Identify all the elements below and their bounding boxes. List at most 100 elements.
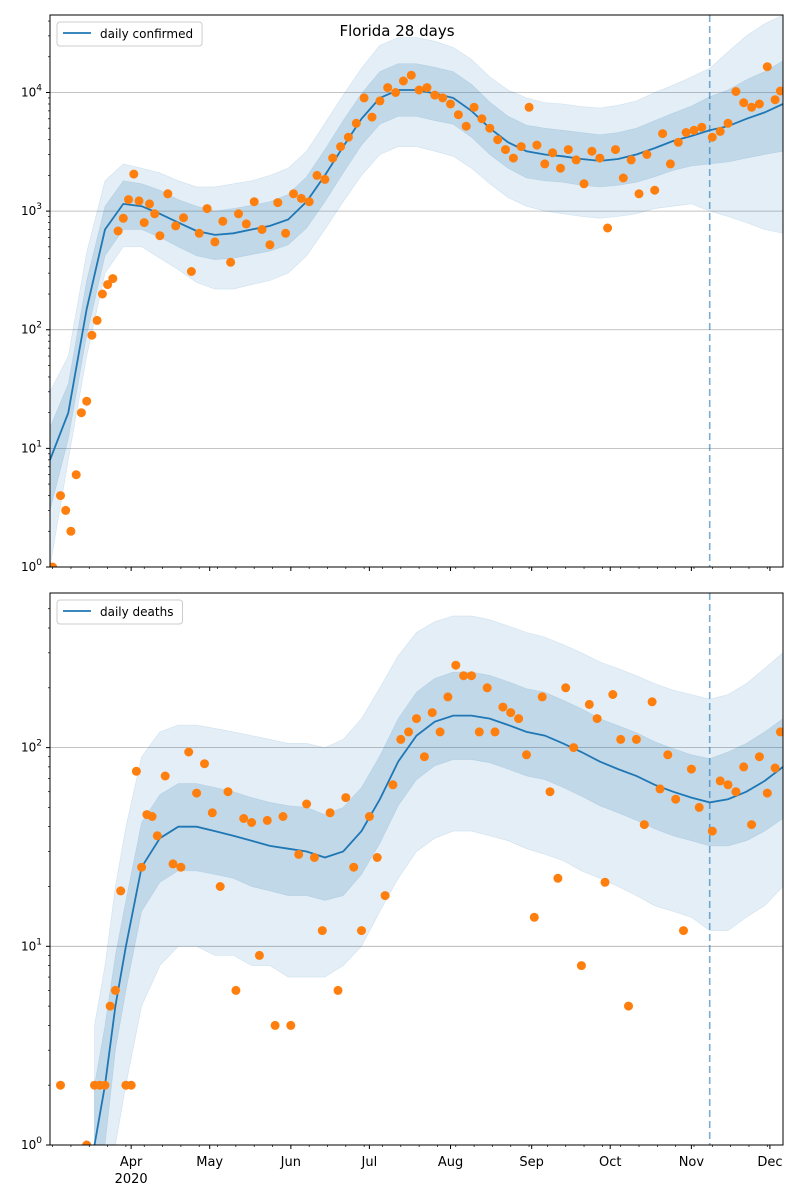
data-point (265, 240, 275, 250)
data-point (762, 788, 772, 798)
data-point (176, 862, 186, 872)
axes-frame (49, 14, 784, 568)
data-point (375, 96, 385, 106)
data-point (663, 750, 673, 760)
data-point (731, 787, 741, 797)
data-point (618, 173, 628, 183)
data-point (223, 787, 233, 797)
data-point (118, 213, 128, 223)
data-point (278, 812, 288, 821)
data-point (396, 734, 406, 744)
data-point (147, 812, 157, 821)
data-point (482, 683, 492, 693)
data-point (131, 766, 141, 776)
data-point (76, 408, 86, 418)
data-point (459, 671, 469, 681)
data-point (600, 877, 610, 887)
axes: 100 101 102 103 104 (21, 14, 784, 574)
data-point (100, 1080, 110, 1090)
data-point (553, 873, 563, 883)
data-point (522, 750, 531, 760)
data-point (320, 174, 330, 184)
data-point (103, 280, 113, 290)
x-tick-label: Aug (438, 1155, 463, 1170)
data-point (723, 780, 733, 790)
data-point (184, 747, 194, 757)
data-point (105, 1001, 115, 1011)
data-point (171, 221, 181, 231)
data-point (642, 150, 652, 159)
data-point (155, 231, 165, 241)
data-point (563, 145, 573, 155)
deaths-panel: 100 101 102 Apr 2020 May Jun Jul Aug Sep Oct Nov Dec… (21, 592, 784, 1187)
legend-box (56, 21, 203, 47)
data-point (333, 985, 343, 995)
data-point (561, 683, 571, 693)
y-tick-label: 101 (21, 439, 42, 455)
data-point (571, 155, 581, 165)
data-point (56, 1080, 65, 1090)
x-tick-label: Oct (599, 1155, 621, 1170)
data-point (516, 142, 526, 152)
data-point (681, 128, 691, 137)
data-point (770, 95, 780, 105)
data-point (689, 125, 699, 135)
data-point (304, 197, 314, 207)
data-point (192, 788, 202, 798)
data-point (281, 228, 291, 238)
data-point (548, 148, 558, 158)
data-point (254, 950, 264, 960)
data-point (576, 961, 586, 971)
data-point (608, 690, 618, 699)
data-point (325, 808, 335, 818)
data-point (498, 702, 508, 712)
outer-band (50, 15, 783, 567)
data-point (145, 199, 154, 209)
x-tick-label: Apr (120, 1155, 143, 1170)
data-point (451, 660, 461, 670)
data-point (422, 83, 432, 93)
data-point (624, 1001, 633, 1011)
data-point (775, 86, 783, 96)
data-point (631, 734, 641, 744)
data-point (257, 225, 267, 234)
data-point (383, 83, 393, 93)
data-point (490, 727, 500, 737)
data-point (328, 153, 338, 163)
data-point (412, 714, 421, 724)
data-point (501, 145, 510, 155)
axes-frame (49, 592, 784, 1146)
data-point (414, 85, 424, 95)
data-point (129, 169, 139, 179)
data-point (694, 802, 704, 812)
data-point (207, 808, 217, 818)
uncertainty-bands (50, 15, 783, 567)
uncertainty-bands (94, 615, 783, 1145)
data-point (477, 114, 487, 124)
data-point (309, 853, 319, 862)
data-point (592, 714, 602, 724)
data-point (372, 853, 382, 862)
data-point (108, 274, 118, 284)
data-point (446, 99, 455, 109)
data-point (168, 859, 178, 869)
data-point (110, 985, 120, 995)
observed-points (56, 660, 783, 1145)
data-point (87, 330, 97, 340)
data-point (388, 780, 398, 790)
data-point (540, 159, 550, 169)
data-point (679, 926, 688, 936)
data-point (658, 129, 668, 139)
data-point (289, 189, 298, 199)
y-tick-label: 102 (21, 739, 42, 755)
data-point (343, 132, 353, 142)
data-point (249, 197, 259, 207)
data-point (296, 193, 306, 203)
data-point (435, 727, 445, 737)
data-point (419, 752, 429, 762)
y-tick-label: 100 (21, 558, 42, 574)
data-point (524, 102, 534, 112)
data-point (61, 505, 71, 515)
data-point (673, 137, 683, 147)
confirmed-panel: 100 101 102 103 104 daily confirmed (21, 14, 784, 574)
